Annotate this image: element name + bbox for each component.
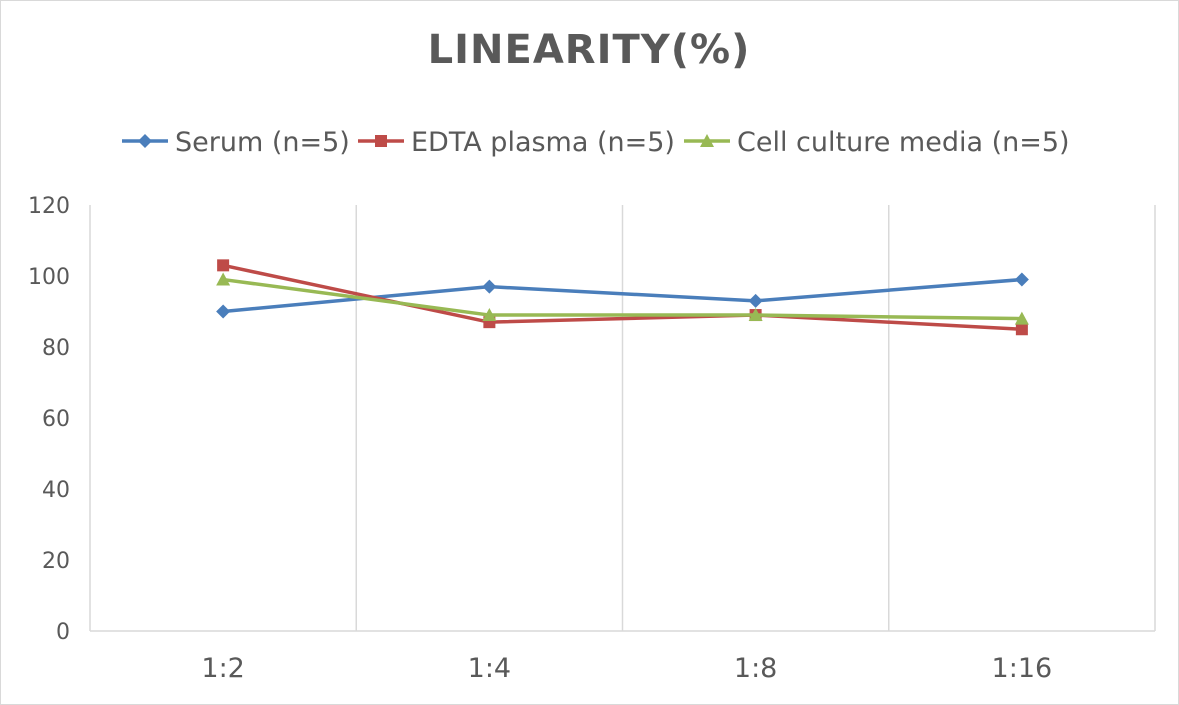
x-tick-label: 1:8 (734, 653, 777, 684)
legend-item: EDTA plasma (n=5) (358, 127, 675, 158)
legend: Serum (n=5) EDTA plasma (n=5) Cell culture… (122, 127, 1070, 158)
y-tick-label: 0 (56, 620, 70, 645)
triangle-marker (216, 272, 231, 286)
series-0 (216, 272, 1029, 319)
gridlines (89, 205, 1156, 632)
triangle-marker (1014, 311, 1029, 325)
x-tick-label: 1:4 (468, 653, 511, 684)
diamond-marker (1014, 272, 1029, 287)
series-line (222, 277, 1022, 321)
diamond-marker (748, 293, 763, 308)
y-tick-label: 40 (42, 478, 70, 503)
triangle-marker (748, 308, 763, 322)
series-line (222, 277, 1023, 314)
series-2 (216, 272, 1029, 325)
y-tick-label: 120 (28, 194, 70, 219)
series-group (216, 259, 1029, 336)
legend-label: Cell culture media (n=5) (737, 127, 1070, 158)
chart-title: LINEARITY(%) (428, 27, 751, 73)
legend-item: Serum (n=5) (122, 127, 350, 158)
diamond-marker (482, 279, 497, 294)
triangle-marker (700, 134, 714, 147)
triangle-marker (482, 308, 497, 322)
series-line (222, 263, 1022, 331)
square-marker (217, 259, 230, 272)
y-axis: 0 20 40 60 80 100 120 (28, 194, 70, 645)
square-marker (1015, 323, 1028, 336)
diamond-marker (138, 134, 152, 148)
x-tick-label: 1:16 (992, 653, 1053, 684)
diamond-marker (216, 304, 231, 319)
legend-label: Serum (n=5) (175, 127, 350, 158)
y-tick-label: 60 (42, 407, 70, 432)
x-axis: 1:2 1:4 1:8 1:16 (201, 653, 1052, 684)
legend-item: Cell culture media (n=5) (684, 127, 1070, 158)
square-marker (375, 135, 387, 147)
y-tick-label: 100 (28, 265, 70, 290)
y-tick-label: 20 (42, 549, 70, 574)
legend-label: EDTA plasma (n=5) (411, 127, 675, 158)
y-tick-label: 80 (42, 336, 70, 361)
x-tick-label: 1:2 (201, 653, 244, 684)
